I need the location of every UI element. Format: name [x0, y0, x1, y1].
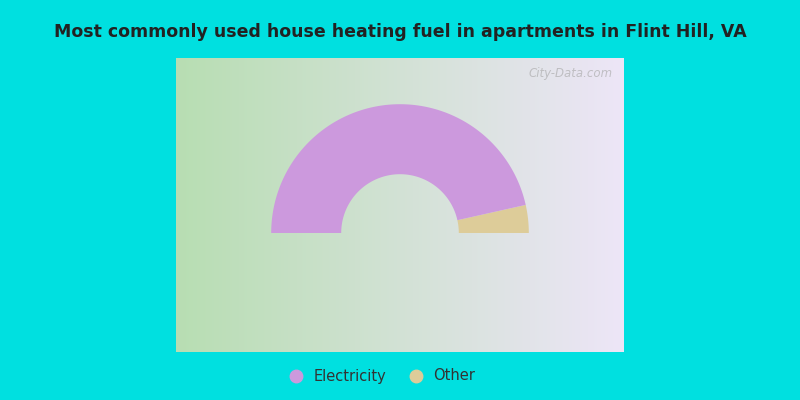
Text: City-Data.com: City-Data.com	[529, 67, 613, 80]
Polygon shape	[271, 104, 526, 233]
Text: Most commonly used house heating fuel in apartments in Flint Hill, VA: Most commonly used house heating fuel in…	[54, 23, 746, 41]
Text: Other: Other	[434, 368, 475, 384]
Text: Electricity: Electricity	[314, 368, 386, 384]
Polygon shape	[458, 205, 529, 233]
